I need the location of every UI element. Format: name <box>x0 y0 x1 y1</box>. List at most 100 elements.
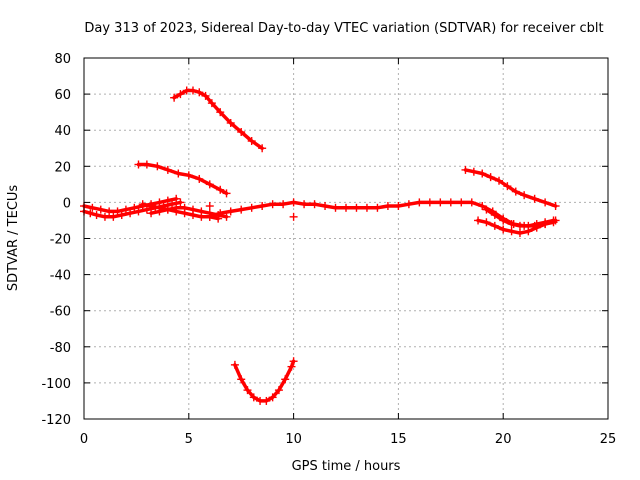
series-layer <box>80 86 560 405</box>
data-point <box>170 93 179 102</box>
data-point <box>474 216 483 225</box>
data-point <box>216 185 225 194</box>
y-axis-label: SDTVAR / TECUs <box>6 185 21 292</box>
data-point <box>237 205 246 214</box>
data-point <box>490 211 499 220</box>
x-tick-label: 5 <box>185 432 193 447</box>
y-tick-label: -60 <box>50 305 71 320</box>
data-point <box>281 375 290 384</box>
data-point <box>342 203 350 212</box>
y-tick-label: 80 <box>54 52 71 67</box>
data-point <box>142 160 151 169</box>
data-point <box>404 200 413 209</box>
y-tick-label: -80 <box>50 341 71 356</box>
data-point <box>289 198 298 207</box>
series-arc-high-peak <box>170 86 267 153</box>
ticks-layer <box>83 57 609 420</box>
data-point <box>507 220 516 229</box>
data-point <box>188 205 197 214</box>
data-point <box>134 207 143 216</box>
x-tick-label: 10 <box>285 432 302 447</box>
series-arc-upper-left <box>134 160 231 198</box>
data-point <box>86 209 95 218</box>
data-point <box>188 86 197 95</box>
data-point <box>549 216 558 225</box>
data-point <box>436 198 445 207</box>
data-point <box>482 218 491 227</box>
data-point <box>482 205 491 214</box>
series-main-band <box>205 198 560 230</box>
x-tick-label: 15 <box>390 432 407 447</box>
data-point <box>279 200 288 209</box>
data-point <box>258 144 267 153</box>
data-point <box>168 200 177 209</box>
data-point <box>499 216 508 225</box>
data-point <box>163 196 172 205</box>
data-point <box>195 174 204 183</box>
data-point <box>230 360 239 369</box>
data-point <box>105 207 114 216</box>
grid-layer <box>84 58 608 419</box>
data-point <box>469 167 478 176</box>
data-point <box>268 393 277 402</box>
data-point <box>176 90 185 99</box>
data-point <box>499 225 508 234</box>
data-point <box>258 202 267 211</box>
series-arc-right-upper <box>461 165 560 211</box>
data-point <box>520 191 529 200</box>
tick-labels: 0 5 10 15 20 25 -120 -100 -80 -60 -40 -20 0 20 40 60 80 <box>41 52 616 447</box>
x-tick-label: 20 <box>495 432 512 447</box>
data-point <box>289 357 298 366</box>
data-point <box>362 203 371 212</box>
y-tick-label: 20 <box>54 160 71 175</box>
data-point <box>147 202 156 211</box>
data-point <box>216 209 225 218</box>
data-point <box>134 160 143 169</box>
y-tick-label: -100 <box>41 377 71 392</box>
chart-title: Day 313 of 2023, Sidereal Day-to-day VTE… <box>84 21 603 36</box>
y-tick-label: -20 <box>50 233 71 248</box>
data-point <box>321 202 330 211</box>
data-point <box>415 198 424 207</box>
series-line <box>172 88 264 151</box>
x-tick-label: 25 <box>600 432 617 447</box>
data-point <box>226 118 235 127</box>
data-point <box>249 393 258 402</box>
data-point <box>467 198 476 207</box>
data-point <box>155 207 164 216</box>
data-point <box>176 198 185 207</box>
data-point <box>174 169 183 178</box>
data-point <box>180 203 189 212</box>
data-point <box>117 211 126 220</box>
data-point <box>262 396 271 405</box>
data-point <box>310 200 319 209</box>
data-point <box>216 108 225 117</box>
y-tick-label: -120 <box>41 413 71 428</box>
y-tick-label: 60 <box>54 88 71 103</box>
data-point <box>541 198 550 207</box>
data-point <box>551 202 560 211</box>
data-point <box>109 212 118 221</box>
data-point <box>530 194 539 203</box>
data-point <box>446 198 455 207</box>
data-point <box>383 202 392 211</box>
data-point <box>461 165 470 174</box>
data-point <box>222 189 231 198</box>
data-point <box>541 218 550 227</box>
data-point <box>126 209 135 218</box>
data-point <box>289 212 298 221</box>
data-point <box>163 165 172 174</box>
data-point <box>457 198 466 207</box>
series-line <box>140 202 220 221</box>
data-point <box>373 203 382 212</box>
data-point <box>287 362 296 371</box>
data-point <box>153 162 162 171</box>
data-point <box>88 203 97 212</box>
data-point <box>142 205 151 214</box>
data-point <box>478 202 487 211</box>
data-point <box>515 221 524 230</box>
data-point <box>478 169 487 178</box>
data-point <box>197 207 206 216</box>
y-tick-label: -40 <box>50 269 71 284</box>
